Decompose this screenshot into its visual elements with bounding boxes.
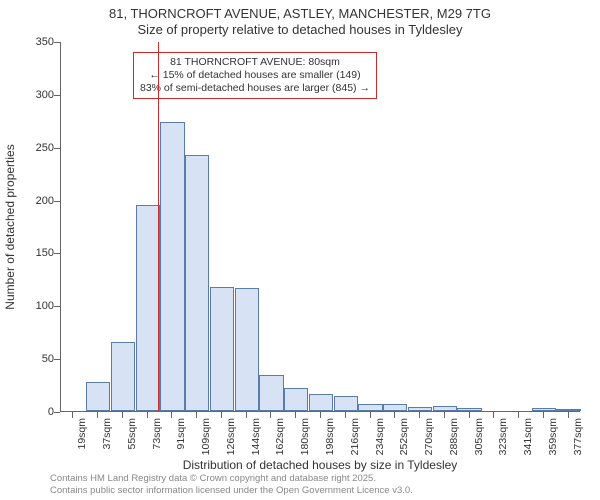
- x-tick-label: 234sqm: [374, 418, 386, 455]
- attribution-line2: Contains public sector information licen…: [50, 485, 413, 496]
- plot-area: 81 THORNCROFT AVENUE: 80sqm ← 15% of det…: [60, 42, 580, 412]
- x-tick-label: 216sqm: [349, 418, 361, 455]
- attribution-line1: Contains HM Land Registry data © Crown c…: [50, 473, 413, 484]
- histogram-bar: [556, 409, 580, 411]
- x-tick: [543, 412, 544, 418]
- x-tick-label: 162sqm: [274, 418, 286, 455]
- y-tick: [54, 148, 60, 149]
- histogram-bar: [433, 406, 457, 411]
- x-tick-label: 19sqm: [76, 418, 88, 450]
- x-tick-label: 91sqm: [175, 418, 187, 450]
- x-tick-label: 73sqm: [151, 418, 163, 450]
- x-tick: [493, 412, 494, 418]
- x-tick: [568, 412, 569, 418]
- y-tick: [54, 359, 60, 360]
- x-tick-label: 359sqm: [547, 418, 559, 455]
- y-tick-label: 200: [36, 195, 54, 207]
- histogram-bar: [408, 407, 432, 411]
- x-tick: [444, 412, 445, 418]
- x-tick-label: 180sqm: [299, 418, 311, 455]
- histogram-bar: [532, 408, 556, 411]
- y-tick-label: 50: [42, 353, 54, 365]
- x-tick-label: 109sqm: [200, 418, 212, 455]
- y-tick-label: 0: [48, 406, 54, 418]
- histogram-bar: [235, 288, 259, 411]
- histogram-bar: [160, 122, 184, 411]
- x-tick-label: 55sqm: [126, 418, 138, 450]
- histogram-bar: [383, 404, 407, 411]
- x-tick: [370, 412, 371, 418]
- x-tick: [171, 412, 172, 418]
- x-tick-label: 305sqm: [473, 418, 485, 455]
- histogram-bar: [185, 155, 209, 411]
- x-tick-label: 323sqm: [497, 418, 509, 455]
- x-tick: [97, 412, 98, 418]
- y-tick: [54, 412, 60, 413]
- y-tick-label: 250: [36, 142, 54, 154]
- x-tick-label: 270sqm: [423, 418, 435, 455]
- x-tick: [394, 412, 395, 418]
- y-tick-label: 350: [36, 36, 54, 48]
- annotation-line3: 83% of semi-detached houses are larger (…: [140, 82, 370, 95]
- x-tick: [270, 412, 271, 418]
- x-tick-label: 377sqm: [572, 418, 584, 455]
- x-tick: [419, 412, 420, 418]
- histogram-bar: [457, 408, 481, 411]
- histogram-bar: [358, 404, 382, 411]
- chart-title-sub: Size of property relative to detached ho…: [0, 22, 600, 37]
- histogram-bar: [334, 396, 358, 411]
- x-tick-label: 37sqm: [101, 418, 113, 450]
- histogram-bar: [210, 287, 234, 411]
- x-tick: [246, 412, 247, 418]
- annotation-line1: 81 THORNCROFT AVENUE: 80sqm: [140, 56, 370, 69]
- y-tick: [54, 306, 60, 307]
- x-tick: [345, 412, 346, 418]
- y-tick: [54, 201, 60, 202]
- x-tick: [221, 412, 222, 418]
- x-axis-label: Distribution of detached houses by size …: [60, 458, 580, 472]
- attribution-text: Contains HM Land Registry data © Crown c…: [50, 473, 413, 496]
- y-tick-label: 150: [36, 247, 54, 259]
- annotation-box: 81 THORNCROFT AVENUE: 80sqm ← 15% of det…: [133, 52, 377, 99]
- annotation-line2: ← 15% of detached houses are smaller (14…: [140, 69, 370, 82]
- x-tick-label: 288sqm: [448, 418, 460, 455]
- x-tick: [518, 412, 519, 418]
- histogram-bar: [111, 342, 135, 411]
- x-tick: [147, 412, 148, 418]
- x-tick: [295, 412, 296, 418]
- chart-title-main: 81, THORNCROFT AVENUE, ASTLEY, MANCHESTE…: [0, 6, 600, 21]
- x-tick: [469, 412, 470, 418]
- x-tick-label: 198sqm: [324, 418, 336, 455]
- x-tick: [122, 412, 123, 418]
- x-tick-label: 252sqm: [398, 418, 410, 455]
- x-tick-label: 126sqm: [225, 418, 237, 455]
- y-axis-label: Number of detached properties: [3, 144, 17, 309]
- reference-line: [158, 42, 160, 411]
- y-tick: [54, 253, 60, 254]
- x-tick: [320, 412, 321, 418]
- x-tick: [196, 412, 197, 418]
- y-tick: [54, 95, 60, 96]
- histogram-bar: [309, 394, 333, 411]
- y-tick-label: 300: [36, 89, 54, 101]
- x-tick-label: 144sqm: [250, 418, 262, 455]
- x-tick: [72, 412, 73, 418]
- y-tick: [54, 42, 60, 43]
- histogram-bar: [284, 388, 308, 411]
- histogram-bar: [259, 375, 283, 411]
- histogram-bar: [86, 382, 110, 411]
- y-tick-label: 100: [36, 300, 54, 312]
- x-tick-label: 341sqm: [522, 418, 534, 455]
- histogram-bar: [136, 205, 160, 411]
